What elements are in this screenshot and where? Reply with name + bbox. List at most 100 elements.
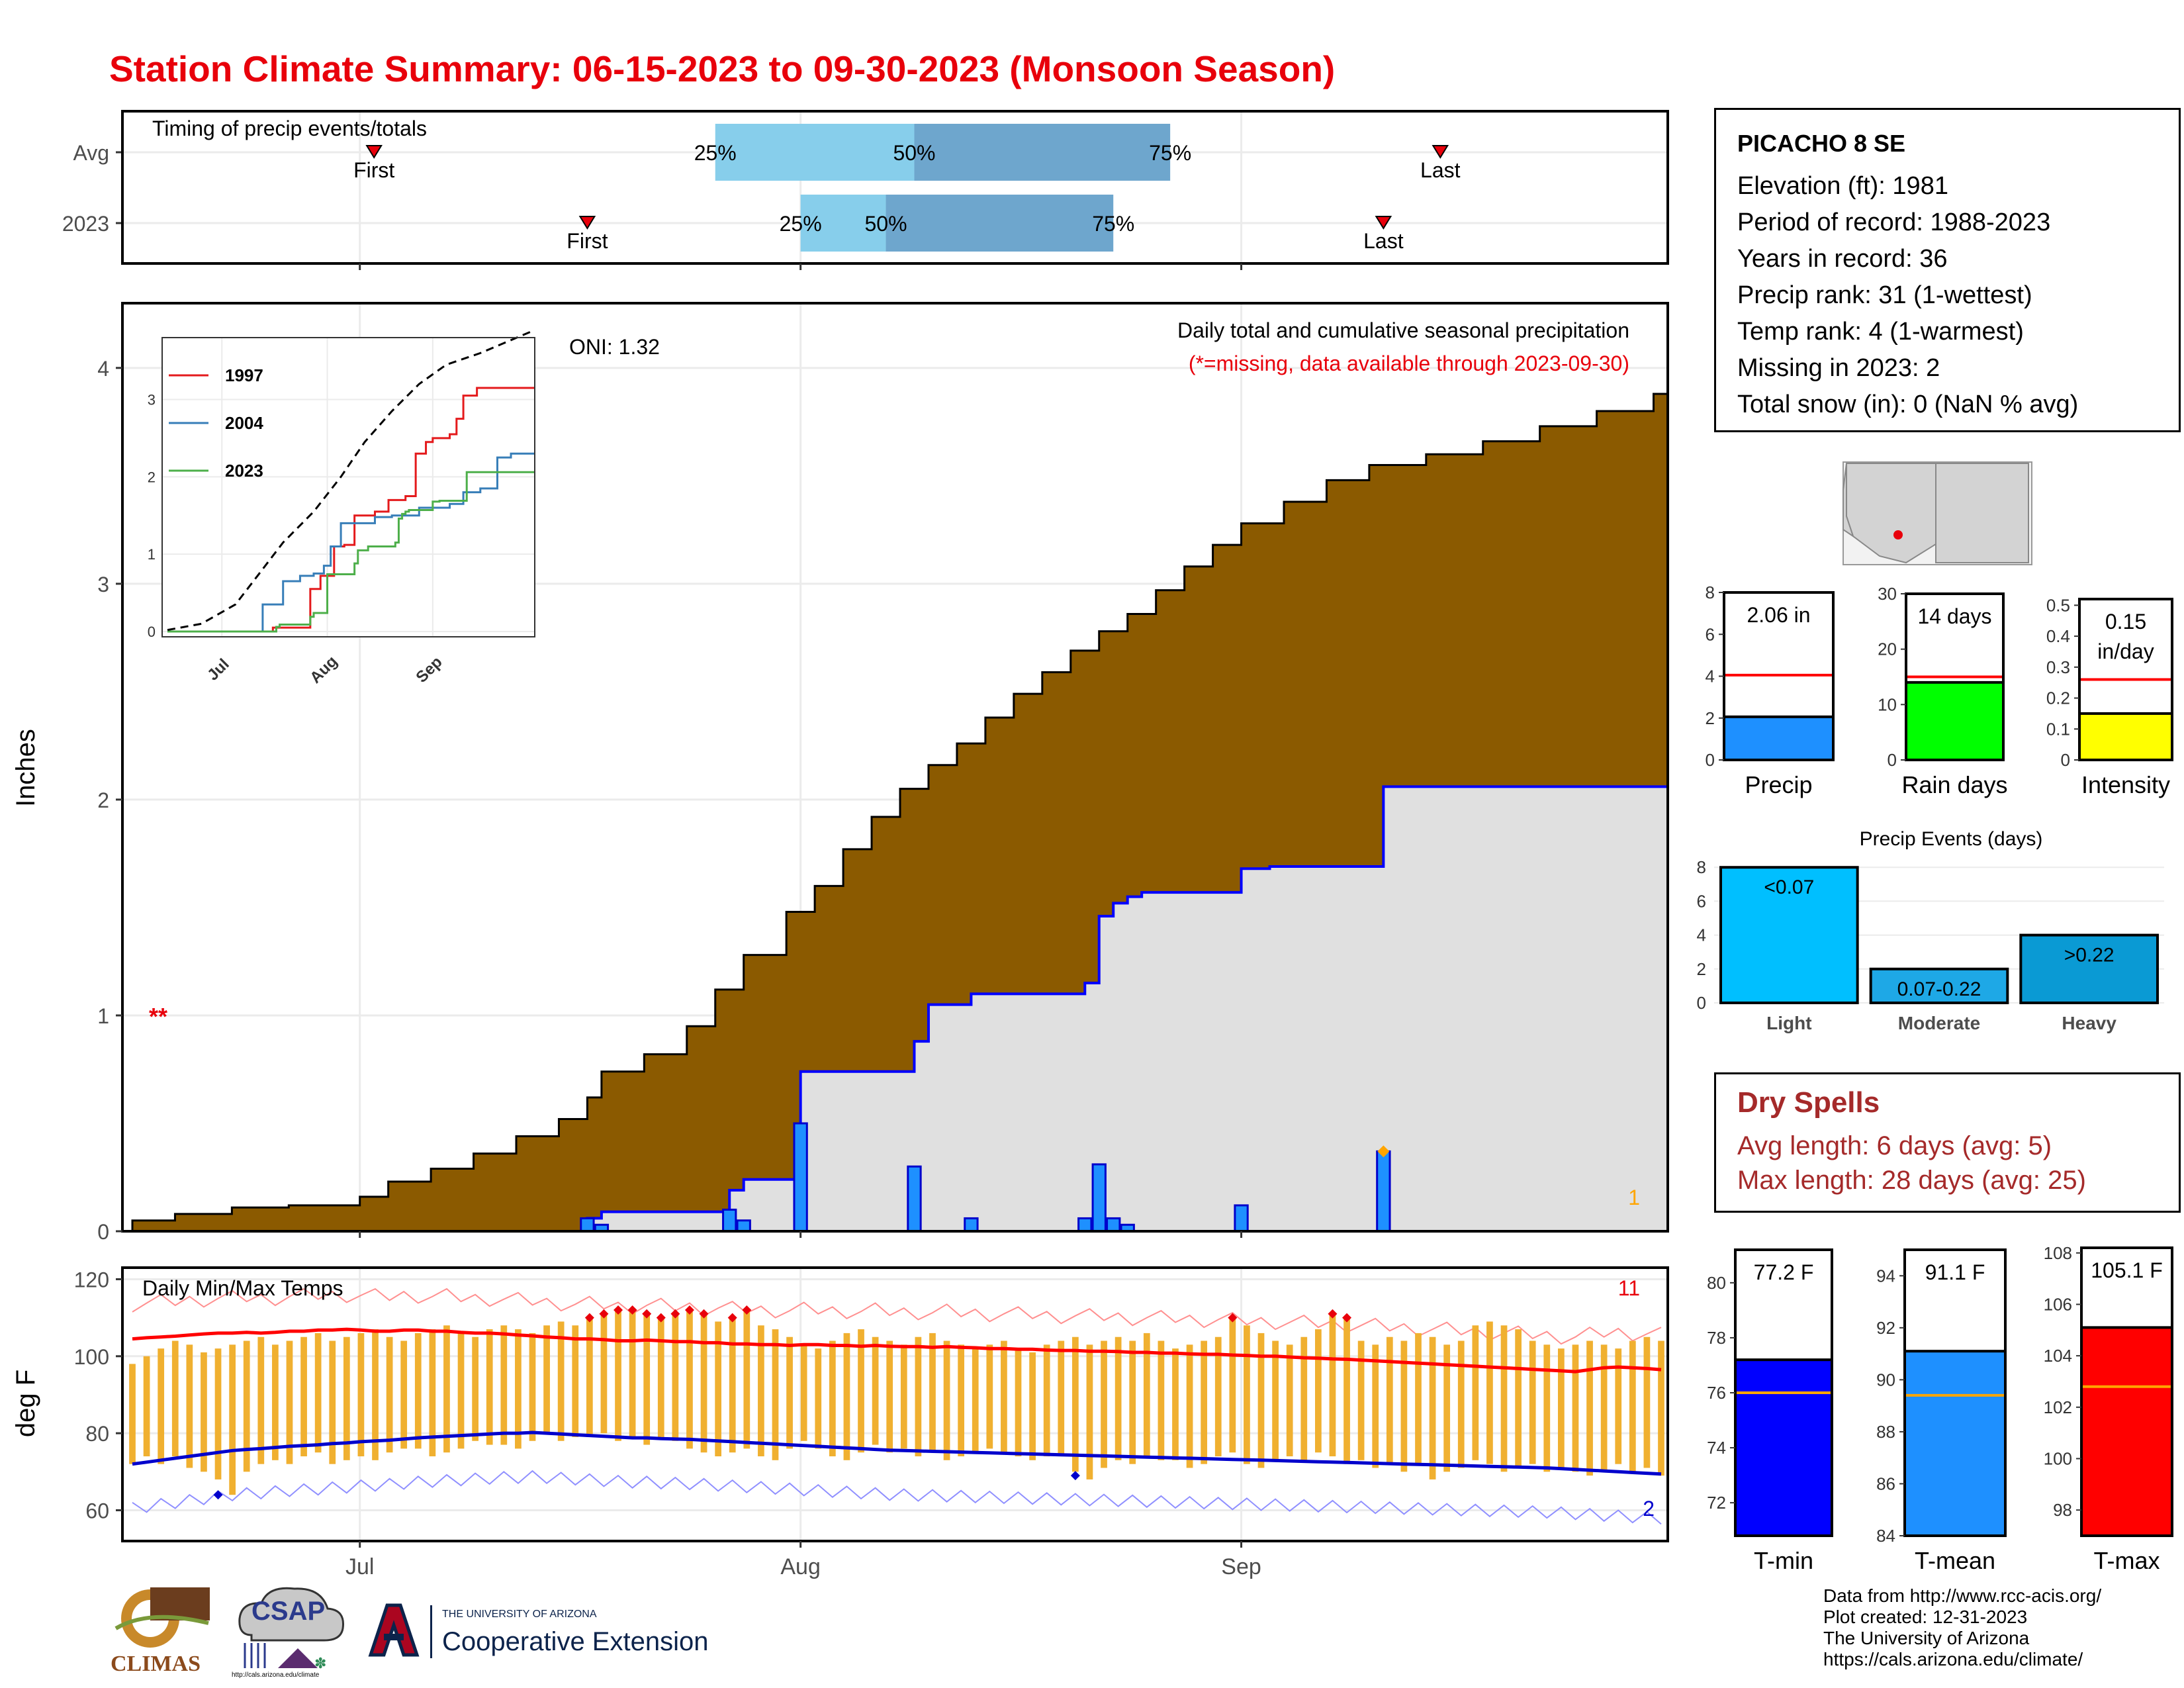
precip-ytick-label: 3 bbox=[97, 573, 109, 596]
daily-temp-bar bbox=[1643, 1336, 1651, 1468]
daily-temp-bar bbox=[872, 1336, 879, 1445]
record-high-marker bbox=[670, 1309, 680, 1319]
timing-last-label: Last bbox=[1363, 229, 1404, 253]
summary-ytick-label: 108 bbox=[2044, 1243, 2072, 1263]
summary-value-label: 91.1 F bbox=[1925, 1260, 1985, 1284]
record-high-marker bbox=[727, 1313, 737, 1323]
daily-temp-bar bbox=[343, 1336, 350, 1460]
daily-temp-bar bbox=[615, 1309, 621, 1441]
summary-ytick-label: 4 bbox=[1706, 667, 1715, 686]
daily-temp-bar bbox=[1214, 1336, 1222, 1457]
map-new-mexico bbox=[1935, 463, 2029, 563]
daily-temp-bar bbox=[915, 1336, 922, 1457]
summary-bar-precip bbox=[1723, 715, 1835, 762]
daily-temp-bar bbox=[672, 1313, 679, 1441]
daily-temp-bar bbox=[1472, 1325, 1479, 1460]
dry-spells-box: Dry Spells Avg length: 6 days (avg: 5) M… bbox=[1714, 1072, 2181, 1213]
record-high-line bbox=[132, 1288, 1662, 1345]
daily-temp-bar bbox=[858, 1329, 864, 1453]
daily-temp-bar bbox=[1272, 1340, 1279, 1460]
events-ytick-label: 8 bbox=[1697, 857, 1706, 877]
summary-panel-frame bbox=[2078, 598, 2173, 761]
avg-tmax-line bbox=[132, 1327, 1662, 1374]
station-period-of-record: Period of record: 1988-2023 bbox=[1737, 209, 2051, 236]
daily-temp-bar bbox=[543, 1325, 550, 1434]
daily-precip-bar bbox=[722, 1208, 737, 1233]
record-low-line bbox=[132, 1470, 1662, 1525]
daily-precip-bar bbox=[736, 1219, 751, 1233]
summary-ytick-label: 0 bbox=[1706, 750, 1715, 770]
missing-data-marker: ** bbox=[149, 1003, 167, 1030]
daily-temp-bar bbox=[729, 1317, 736, 1453]
summary-bar-t-min bbox=[1734, 1358, 1833, 1537]
inset-ytick-label: 1 bbox=[148, 546, 156, 563]
summary-ytick-label: 86 bbox=[1876, 1474, 1895, 1493]
record-high-marker bbox=[1328, 1309, 1338, 1319]
timing-q75-label: 75% bbox=[1149, 141, 1191, 165]
daily-temp-bar bbox=[372, 1329, 379, 1460]
precip-ytick-label: 2 bbox=[97, 788, 109, 812]
daily-temp-bar bbox=[1257, 1333, 1265, 1468]
daily-temp-bar bbox=[257, 1336, 265, 1464]
daily-precip-bar bbox=[1376, 1150, 1391, 1233]
timing-bar-q50-q75 bbox=[886, 195, 1114, 252]
temp-ytick-label: 60 bbox=[85, 1499, 109, 1523]
daily-temp-bar bbox=[1486, 1321, 1493, 1464]
station-location-dot bbox=[1893, 530, 1903, 539]
precip-events-panel: Precip Events (days) <0.07 Light 0.07-0.22 M… bbox=[1697, 828, 2164, 1033]
summary-ytick-label: 10 bbox=[1878, 694, 1897, 714]
summary-ytick-label: 102 bbox=[2044, 1397, 2072, 1417]
timing-panel: 25% 50% 75% First Last Avg 25% 50% 75% First Last 2… bbox=[62, 110, 1669, 270]
timing-first-label: First bbox=[567, 229, 608, 253]
daily-temp-bar bbox=[958, 1344, 965, 1457]
timing-last-marker bbox=[1432, 145, 1449, 159]
daily-temp-bar bbox=[1615, 1348, 1622, 1464]
timing-q75-label: 75% bbox=[1092, 212, 1134, 236]
credit-source: Data from http://www.rcc-acis.org/ bbox=[1823, 1585, 2102, 1606]
events-category-label: Heavy bbox=[2062, 1013, 2116, 1033]
daily-temp-bar bbox=[1244, 1325, 1250, 1464]
summary-panel-name: T-mean bbox=[1915, 1547, 1995, 1574]
station-missing: Missing in 2023: 2 bbox=[1737, 354, 1940, 382]
summary-value-label: 105.1 F bbox=[2091, 1258, 2163, 1282]
summary-ytick-label: 84 bbox=[1876, 1526, 1895, 1546]
daily-temp-bar bbox=[1443, 1344, 1451, 1472]
timing-q50-label: 50% bbox=[893, 141, 935, 165]
daily-temp-bar bbox=[500, 1325, 508, 1445]
daily-temp-bar bbox=[686, 1309, 693, 1449]
station-elevation: Elevation (ft): 1981 bbox=[1737, 172, 1948, 200]
daily-temp-bar bbox=[158, 1348, 165, 1464]
record-high-marker bbox=[627, 1305, 637, 1315]
page-title: Station Climate Summary: 06-15-2023 to 0… bbox=[109, 48, 1336, 89]
credit-url: https://cals.arizona.edu/climate/ bbox=[1823, 1649, 2083, 1669]
oni-annotation: ONI: 1.32 bbox=[569, 335, 660, 359]
daily-temp-bar bbox=[886, 1340, 893, 1453]
record-high-marker bbox=[614, 1305, 623, 1315]
daily-temp-bar bbox=[772, 1329, 779, 1460]
summary-value-label: 2.06 in bbox=[1747, 603, 1810, 627]
daily-temp-bar bbox=[201, 1352, 207, 1472]
summary-temp-panels: 72 74 76 78 80 77.2 F T-min 84 86 88 90 92 94 91.1 F T… bbox=[1707, 1243, 2173, 1574]
summary-value-label: 0.15 bbox=[2105, 610, 2146, 633]
temp-ytick-label: 80 bbox=[85, 1422, 109, 1446]
daily-precip-bar bbox=[580, 1217, 595, 1233]
credit-university: The University of Arizona bbox=[1823, 1628, 2030, 1648]
summary-ytick-label: 8 bbox=[1706, 583, 1715, 602]
daily-temp-bar bbox=[700, 1313, 707, 1453]
record-high-marker bbox=[1342, 1313, 1352, 1323]
daily-temp-bar bbox=[1071, 1336, 1079, 1472]
daily-temp-bar bbox=[1201, 1340, 1208, 1464]
daily-temp-bar bbox=[1586, 1340, 1593, 1476]
precip-ytick-label: 1 bbox=[97, 1004, 109, 1028]
record-high-marker bbox=[742, 1305, 752, 1315]
summary-ytick-label: 92 bbox=[1876, 1318, 1895, 1338]
daily-temp-bar bbox=[171, 1340, 179, 1457]
cumulative-2023-area bbox=[132, 785, 1669, 1233]
daily-temp-bar bbox=[186, 1344, 193, 1468]
max-daily-count: 1 bbox=[1628, 1186, 1640, 1209]
daily-temp-bar bbox=[1015, 1348, 1022, 1457]
summary-ytick-label: 76 bbox=[1707, 1383, 1726, 1403]
month-xtick-label: Sep bbox=[1221, 1554, 1261, 1579]
timing-row-label: Avg bbox=[73, 141, 109, 165]
climas-logo: CLIMAS bbox=[109, 1582, 215, 1681]
